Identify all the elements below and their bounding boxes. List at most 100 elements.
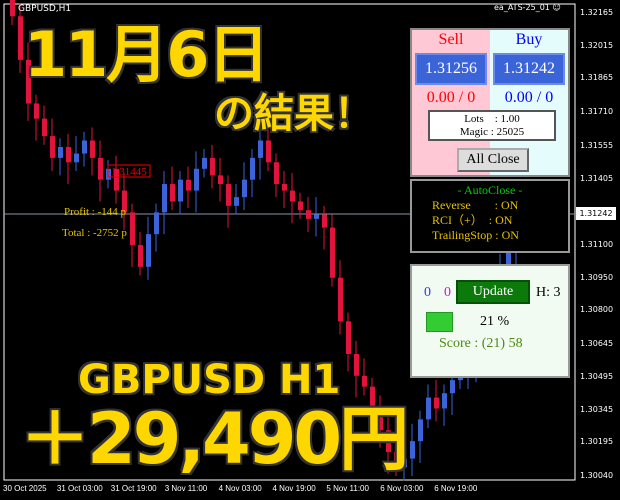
candle-body — [426, 397, 431, 420]
overlay-profit: ＋29,490円 — [20, 398, 409, 480]
candle-body — [138, 245, 143, 267]
progress-indicator — [426, 312, 453, 332]
candle-body — [306, 210, 311, 219]
candle-body — [386, 430, 391, 453]
price-tick: 1.30645 — [580, 339, 614, 349]
current-price-label: 1.31242 — [576, 207, 616, 220]
candle-body — [282, 184, 287, 191]
candle-body — [298, 201, 303, 211]
candle-body — [58, 146, 63, 158]
candle-body — [322, 214, 327, 228]
all-close-button[interactable]: All Close — [457, 148, 529, 172]
ea-name: ea_ATS-25_01 ☺ — [494, 3, 561, 13]
candle-body — [394, 452, 399, 468]
candle-body — [50, 136, 55, 158]
time-tick: 5 Nov 11:00 — [326, 484, 369, 493]
percent-value: 21 % — [480, 314, 510, 329]
candle-body — [362, 375, 367, 387]
sell-button[interactable]: 1.31256 — [415, 53, 487, 85]
buy-pl: 0.00 / 0 — [504, 89, 554, 106]
ea-name-label: ea_ATS-25_01 — [494, 3, 550, 12]
candle-body — [434, 397, 439, 409]
candle-body — [226, 184, 231, 206]
candle-body — [146, 234, 151, 267]
candle-body — [258, 140, 263, 158]
price-marker-label: 1.31445 — [111, 166, 147, 178]
candle-body — [82, 140, 87, 154]
candle-body — [442, 393, 447, 409]
overlay-pair: GBPUSD H1 — [78, 357, 341, 403]
candles — [10, 0, 519, 481]
overlay-result: の結果！ — [214, 91, 374, 137]
trade-panel: Sell 1.31256 0.00 / 0 Buy 1.31242 0.00 /… — [410, 28, 570, 177]
candle-body — [346, 321, 351, 354]
candle-body — [202, 157, 207, 169]
candle-body — [290, 190, 295, 202]
magic-value: Magic : 25025 — [459, 126, 525, 138]
price-tick: 1.32165 — [580, 8, 614, 17]
candle-body — [250, 157, 255, 180]
time-tick: 6 Nov 19:00 — [434, 484, 478, 493]
candle-body — [450, 380, 455, 394]
candle-body — [274, 162, 279, 185]
time-tick: 30 Oct 2025 — [3, 484, 47, 493]
buy-column: Buy 1.31242 0.00 / 0 — [490, 30, 568, 175]
chart-frame — [3, 3, 576, 481]
candle-body — [26, 59, 31, 104]
price-tick: 1.31100 — [580, 240, 614, 250]
time-tick: 6 Nov 03:00 — [380, 484, 424, 493]
candle-body — [234, 197, 239, 206]
candle-body — [354, 353, 359, 376]
price-tick: 1.31865 — [580, 73, 614, 83]
candle-body — [186, 179, 191, 191]
autoclose-title: - AutoClose - — [457, 183, 523, 197]
buy-button[interactable]: 1.31242 — [493, 53, 565, 85]
autoclose-reverse: Reverse : ON — [432, 198, 519, 212]
time-tick: 31 Oct 03:00 — [56, 484, 103, 493]
price-tick: 1.31555 — [580, 140, 614, 150]
price-marker-box — [107, 164, 151, 178]
chart-symbol: GBPUSD,H1 — [18, 4, 72, 14]
overlay-date: 11月6日 — [24, 18, 269, 91]
price-tick: 1.30195 — [580, 437, 614, 447]
candle-body — [218, 175, 223, 185]
candle-body — [18, 16, 23, 60]
candle-body — [98, 157, 103, 180]
candle-body — [34, 103, 39, 119]
candle-body — [66, 146, 71, 163]
sell-column: Sell 1.31256 0.00 / 0 — [412, 30, 490, 175]
candle-body — [378, 408, 383, 431]
sell-pl: 0.00 / 0 — [426, 89, 476, 106]
count-blue: 0 — [424, 285, 431, 300]
candle-body — [170, 184, 175, 202]
candle-body — [194, 168, 199, 191]
sell-label: Sell — [438, 31, 464, 48]
candle-body — [162, 184, 167, 213]
candle-body — [90, 140, 95, 158]
time-tick: 3 Nov 11:00 — [164, 484, 208, 493]
autoclose-panel: - AutoClose - Reverse : ON RCI（+） : ON T… — [410, 179, 570, 253]
candle-body — [130, 212, 135, 246]
candle-body — [314, 214, 319, 219]
buy-label: Buy — [515, 31, 543, 48]
update-button[interactable]: Update — [456, 280, 530, 304]
status-panel: 0 0 Update H: 3 21 % Score : (21) 58 — [410, 264, 570, 378]
candle-body — [266, 140, 271, 163]
count-magenta: 0 — [444, 285, 451, 300]
candle-body — [122, 190, 127, 213]
total-label: Total : -2752 p — [62, 227, 127, 239]
candle-body — [178, 179, 183, 202]
autoclose-rci: RCI（+） : ON — [432, 213, 513, 227]
candle-body — [370, 386, 375, 409]
lots-magic-box: Lots : 1.00 Magic : 25025 — [428, 110, 556, 141]
price-tick: 1.31710 — [580, 107, 614, 117]
candle-body — [330, 227, 335, 278]
price-tick: 1.30800 — [580, 305, 614, 315]
h-value: H: 3 — [536, 285, 561, 300]
candle-body — [74, 153, 79, 163]
price-tick: 1.30495 — [580, 371, 614, 381]
candle-body — [402, 458, 407, 468]
candle-body — [410, 441, 415, 459]
time-tick: 4 Nov 03:00 — [218, 484, 262, 493]
